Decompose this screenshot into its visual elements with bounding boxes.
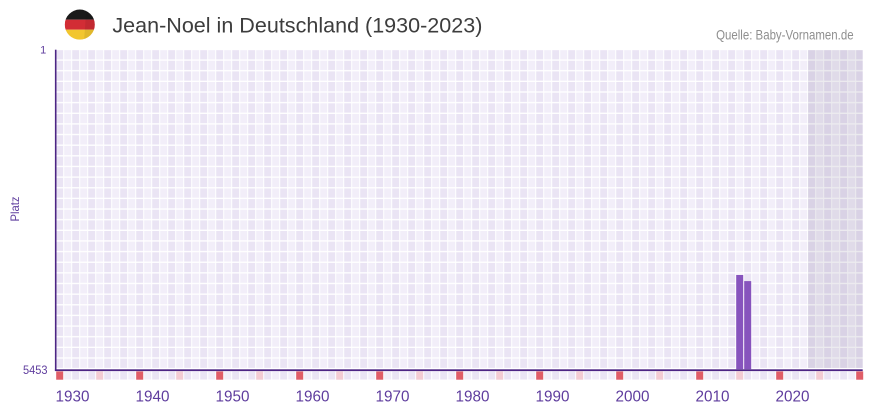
svg-text:1990: 1990 — [536, 389, 570, 406]
svg-text:1950: 1950 — [216, 389, 250, 406]
svg-text:1970: 1970 — [376, 389, 410, 406]
svg-text:1930: 1930 — [56, 389, 90, 406]
svg-text:2020: 2020 — [776, 389, 810, 406]
svg-text:2000: 2000 — [616, 389, 650, 406]
svg-text:Quelle: Baby-Vornamen.de: Quelle: Baby-Vornamen.de — [716, 27, 854, 42]
svg-text:Jean-Noel in Deutschland (1930: Jean-Noel in Deutschland (1930-2023) — [112, 13, 482, 37]
svg-text:1940: 1940 — [136, 389, 170, 406]
svg-text:Platz: Platz — [8, 196, 22, 221]
svg-text:2010: 2010 — [696, 389, 730, 406]
svg-text:1960: 1960 — [296, 389, 330, 406]
svg-text:1980: 1980 — [456, 389, 490, 406]
svg-text:5453: 5453 — [23, 365, 48, 377]
svg-text:1: 1 — [40, 45, 46, 57]
